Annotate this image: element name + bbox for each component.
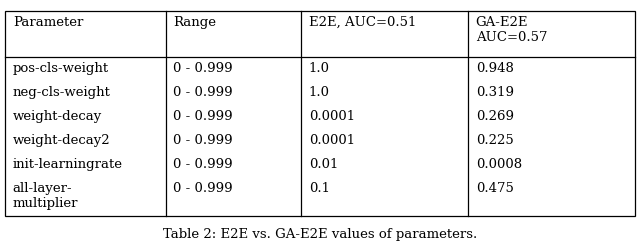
Text: 0 - 0.999: 0 - 0.999 [173,62,233,75]
Text: 0.01: 0.01 [308,157,338,171]
Text: 0 - 0.999: 0 - 0.999 [173,110,233,123]
Text: pos-cls-weight: pos-cls-weight [13,62,109,75]
Text: Parameter: Parameter [13,16,83,29]
Text: neg-cls-weight: neg-cls-weight [13,86,111,98]
Text: 0 - 0.999: 0 - 0.999 [173,157,233,171]
Text: E2E, AUC=0.51: E2E, AUC=0.51 [308,16,416,29]
Text: Range: Range [173,16,216,29]
Text: GA-E2E
AUC=0.57: GA-E2E AUC=0.57 [476,16,547,44]
Bar [5,11,635,216]
Text: init-learningrate: init-learningrate [13,157,123,171]
Text: 0.225: 0.225 [476,134,513,147]
Text: weight-decay: weight-decay [13,110,102,123]
Text: 0.319: 0.319 [476,86,514,98]
Text: 0.0008: 0.0008 [476,157,522,171]
Text: 0.475: 0.475 [476,182,513,195]
Text: 0 - 0.999: 0 - 0.999 [173,86,233,98]
Text: 0.0001: 0.0001 [308,110,355,123]
Text: 1.0: 1.0 [308,86,330,98]
Text: 0 - 0.999: 0 - 0.999 [173,134,233,147]
Text: Table 2: E2E vs. GA-E2E values of parameters.: Table 2: E2E vs. GA-E2E values of parame… [163,228,477,241]
Text: 0.948: 0.948 [476,62,513,75]
Text: all-layer-
multiplier: all-layer- multiplier [13,182,78,210]
Text: 0.0001: 0.0001 [308,134,355,147]
Text: weight-decay2: weight-decay2 [13,134,111,147]
Text: 0.1: 0.1 [308,182,330,195]
Text: 1.0: 1.0 [308,62,330,75]
Text: 0 - 0.999: 0 - 0.999 [173,182,233,195]
Text: 0.269: 0.269 [476,110,514,123]
